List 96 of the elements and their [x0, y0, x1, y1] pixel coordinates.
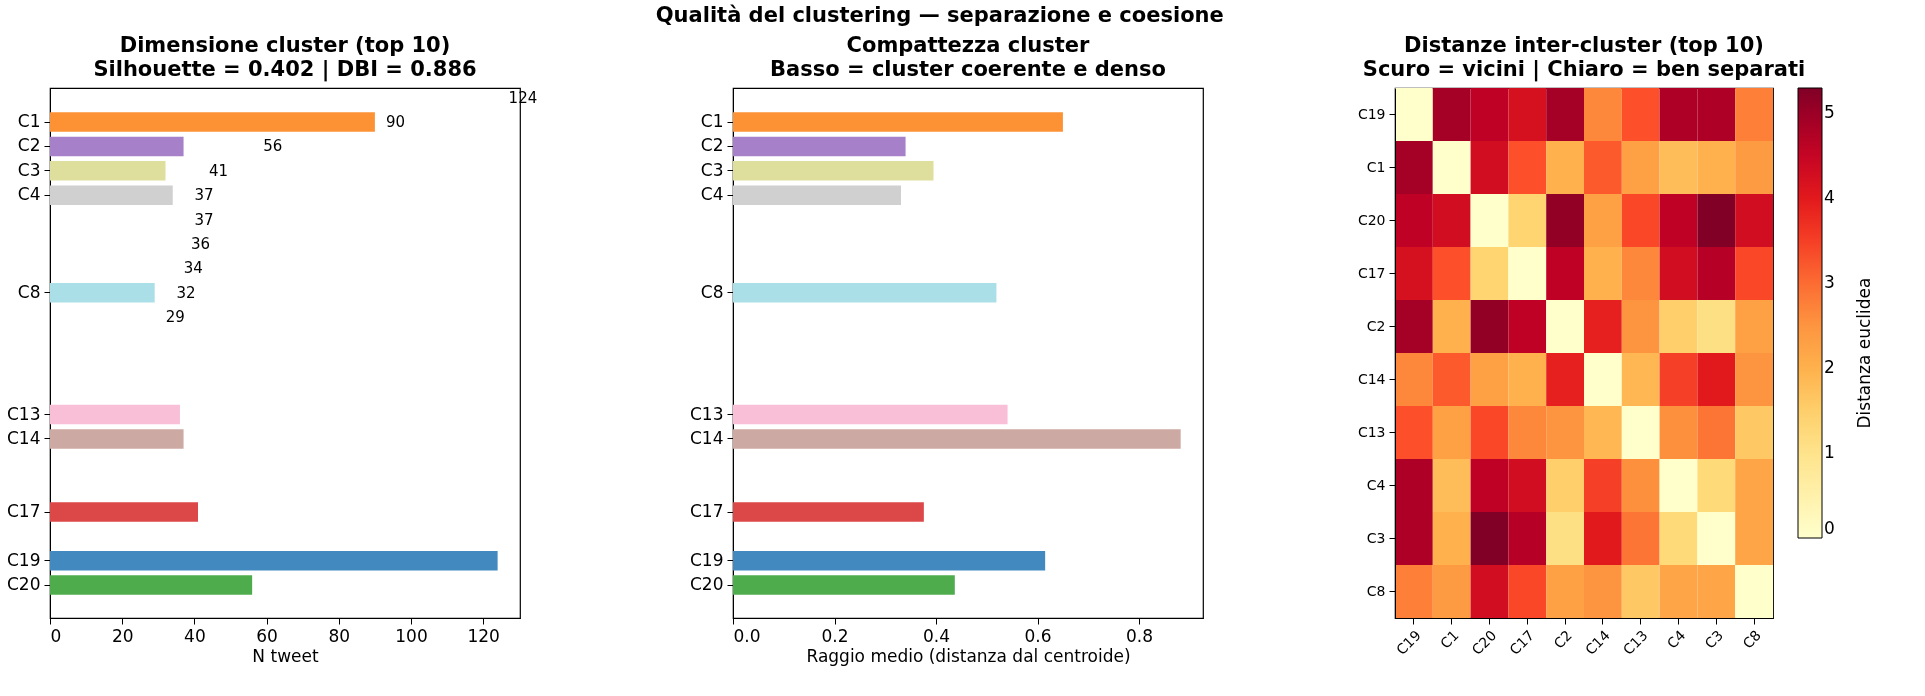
annotation: 29	[165, 308, 185, 327]
bar	[50, 136, 184, 157]
x-axis-title: N tweet	[252, 645, 319, 666]
annotation: 34	[183, 259, 203, 278]
text: Qualità del clustering — separazione e coesione	[655, 3, 1224, 28]
color-bar-title: Distanza euclidea	[1854, 277, 1874, 429]
x-tick-label: 0.8	[1126, 625, 1154, 646]
annotation: 32	[176, 283, 196, 302]
bar	[50, 112, 375, 132]
y-tick-label: C14	[6, 427, 41, 448]
y-tick-label: C3	[700, 159, 724, 180]
y-tick-label: C1	[700, 111, 724, 132]
x-tick-label: C4	[1663, 627, 1689, 652]
y-tick-label: C3	[1366, 529, 1386, 546]
x-tick-label: C3	[1701, 627, 1727, 652]
annotation: 41	[209, 161, 229, 180]
y-tick-label: C19	[689, 549, 724, 570]
bar	[733, 575, 955, 595]
y-tick-label: C13	[689, 403, 724, 424]
bar	[50, 282, 155, 303]
x-tick-label: C19	[1392, 627, 1424, 658]
y-tick-label: C1	[1366, 158, 1386, 175]
bar	[733, 404, 1008, 425]
x-tick-label: 0.6	[1024, 625, 1052, 646]
x-tick-label: C13	[1619, 627, 1651, 658]
y-tick-label: C13	[1357, 423, 1386, 440]
bar	[733, 429, 1181, 449]
y-tick-label: C4	[1366, 476, 1386, 493]
y-tick-label: C1	[17, 111, 41, 132]
y-tick-label: C17	[689, 501, 724, 521]
y-tick-label: C8	[17, 281, 41, 302]
y-tick-label: C14	[689, 427, 724, 448]
y-tick-label: C20	[1357, 211, 1386, 228]
y-tick-label: C8	[700, 281, 724, 302]
x-tick-label: C14	[1581, 627, 1613, 658]
color-bar-label: 5	[1824, 102, 1835, 123]
chart-subtitle: Silhouette = 0.402 | DBI = 0.886	[93, 57, 477, 82]
bar	[50, 429, 184, 449]
chart-subtitle: Scuro = vicini | Chiaro = ben separati	[1362, 57, 1806, 82]
bar	[733, 112, 1063, 132]
annotation: 36	[190, 234, 211, 253]
y-tick-label: C4	[700, 184, 724, 205]
annotation: 56	[263, 137, 283, 156]
bar	[50, 502, 198, 522]
bar	[733, 502, 924, 522]
x-tick-label: 20	[111, 625, 134, 646]
y-tick-label: C8	[1366, 582, 1386, 599]
y-tick-label: C17	[6, 501, 41, 521]
y-tick-label: C3	[17, 159, 41, 180]
color-bar-label: 0	[1824, 518, 1835, 538]
color-bar-label: 2	[1824, 357, 1835, 378]
chart-title: Distanze inter-cluster (top 10)	[1404, 33, 1764, 57]
x-tick-label: C1	[1437, 627, 1462, 652]
chart-title: Compattezza cluster	[846, 33, 1091, 57]
color-bar-label: 4	[1824, 187, 1835, 208]
color-bar-label: 3	[1824, 272, 1835, 293]
x-tick-label: 40	[184, 625, 206, 646]
bar	[50, 404, 180, 425]
x-tick-label: C2	[1550, 627, 1575, 652]
bar	[733, 161, 934, 181]
x-tick-label: 0.0	[733, 625, 761, 646]
x-tick-label: 80	[328, 625, 351, 646]
x-tick-label: 0.2	[821, 625, 849, 646]
x-axis-title: Raggio medio (distanza dal centroide)	[806, 645, 1131, 666]
chart-title: Dimensione cluster (top 10)	[119, 33, 451, 57]
x-tick-label: C20	[1468, 627, 1500, 658]
x-tick-label: 0	[50, 625, 62, 646]
y-tick-label: C2	[700, 135, 724, 156]
y-tick-label: C2	[1366, 317, 1386, 334]
annotation: 90	[385, 113, 405, 132]
y-tick-label: C20	[689, 574, 724, 595]
annotation: 37	[194, 186, 214, 205]
x-tick-label: 60	[256, 625, 278, 646]
bar	[50, 550, 498, 571]
bar	[50, 185, 173, 205]
y-tick-label: C13	[6, 403, 41, 424]
y-tick-label: C20	[6, 574, 41, 595]
y-tick-label: C17	[1357, 264, 1386, 281]
y-tick-label: C4	[17, 184, 41, 205]
x-tick-label: 100	[395, 625, 428, 646]
x-tick-label: 0.4	[923, 625, 951, 646]
y-tick-label: C2	[17, 135, 41, 156]
chart-subtitle: Basso = cluster coerente e denso	[770, 57, 1166, 81]
y-tick-label: C19	[1357, 105, 1386, 122]
bar	[733, 136, 906, 157]
bar	[50, 161, 166, 181]
color-bar-label: 1	[1824, 442, 1835, 463]
bar	[733, 185, 901, 205]
bar	[733, 550, 1046, 571]
bar	[733, 282, 997, 303]
annotation: 37	[194, 210, 214, 229]
x-tick-label: 120	[467, 625, 500, 646]
y-tick-label: C19	[6, 549, 41, 570]
y-tick-label: C14	[1357, 370, 1386, 387]
bar	[50, 575, 253, 595]
x-tick-label: C8	[1739, 627, 1764, 652]
